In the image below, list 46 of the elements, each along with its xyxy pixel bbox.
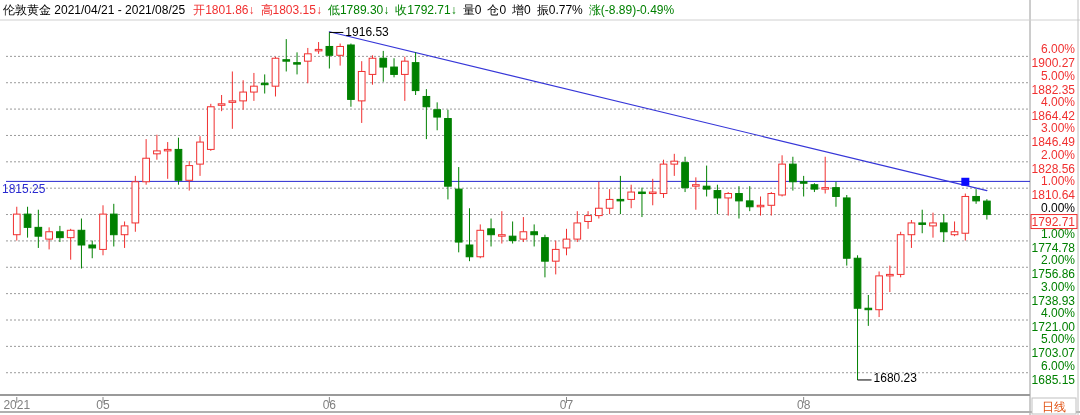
y2-tick-label: 2.00%: [1040, 253, 1076, 268]
y-tick-label: 1810.64: [1031, 188, 1076, 203]
text: 振0.77%: [536, 3, 584, 17]
y2-tick-label: 3.00%: [1040, 121, 1076, 136]
y2-tick-label: 4.00%: [1040, 95, 1076, 110]
chart-title: 伦敦黄金 2021/04/21 - 2021/08/25: [3, 3, 186, 17]
y-tick-label: 1738.93: [1031, 293, 1076, 308]
x-tick-label: 06: [322, 398, 337, 412]
ref-line-label: 1815.25: [2, 182, 46, 197]
text: 开1801.86↓: [193, 3, 255, 17]
y2-tick-label: 6.00%: [1040, 42, 1076, 57]
x-tick-label: 05: [96, 398, 110, 412]
x-tick-label: 2021: [3, 398, 31, 412]
y2-tick-label: 1.00%: [1040, 174, 1076, 189]
y2-tick-label: 4.00%: [1040, 305, 1076, 320]
y-tick-label: 1721.00: [1031, 320, 1076, 334]
note: 1916.53: [328, 25, 389, 40]
text: 高1803.15↓: [260, 3, 322, 17]
y2-tick-label: 0.00%: [1040, 200, 1076, 215]
y-tick-label: 1756.86: [1031, 267, 1076, 282]
y-tick-label: 1685.15: [1031, 372, 1076, 387]
text: 增0: [511, 3, 532, 17]
y2-tick-label: 6.00%: [1040, 358, 1076, 373]
y-tick-label: 1703.07: [1031, 346, 1076, 361]
y-tick-label: 1828.56: [1031, 161, 1076, 176]
text: 涨(-8.89)-0.49%: [588, 3, 675, 17]
annotation: 1680.23: [873, 370, 918, 385]
text: 量0: [462, 3, 482, 17]
y-tick-label: 1774.78: [1031, 240, 1076, 255]
note: 1792.71: [1030, 214, 1078, 230]
y-tick-label: 1882.35: [1031, 82, 1076, 97]
y-tick-label: 1846.49: [1031, 135, 1076, 150]
y2-tick-label: 5.00%: [1040, 332, 1076, 347]
text: 日线: [1042, 400, 1066, 414]
y2-tick-label: 5.00%: [1040, 68, 1076, 83]
y2-tick-label: 2.00%: [1040, 147, 1076, 162]
text: 低1789.30↓: [327, 3, 390, 17]
text: 收1792.71↓: [395, 3, 457, 17]
y-tick-label: 1900.27: [1031, 56, 1076, 71]
x-tick-label: 07: [559, 398, 574, 412]
annotation: 1916.53: [345, 25, 390, 40]
x-tick-label: 08: [796, 398, 811, 412]
note: 1680.23: [857, 370, 917, 385]
y2-tick-label: 3.00%: [1040, 279, 1076, 294]
text: 仓0: [487, 3, 507, 17]
y-tick-label: 1864.42: [1031, 109, 1076, 124]
